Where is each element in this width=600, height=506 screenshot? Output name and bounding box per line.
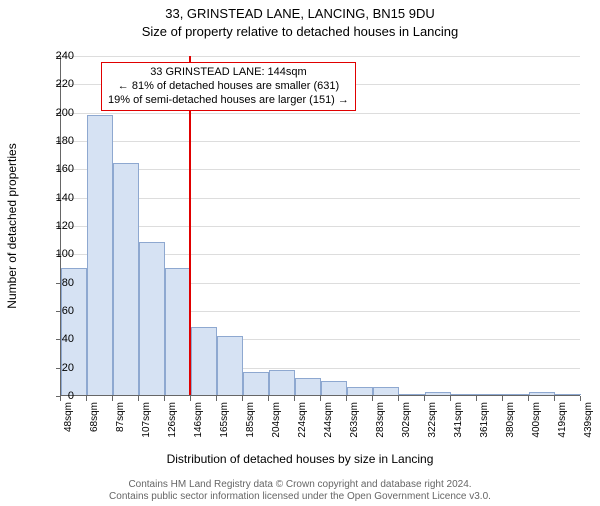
histogram-bar [243, 372, 269, 395]
histogram-bar [555, 394, 581, 395]
xtick-mark [476, 396, 477, 401]
histogram-bar [477, 394, 503, 395]
ytick-label: 140 [44, 192, 74, 204]
gridline [61, 56, 580, 57]
xtick-mark [398, 396, 399, 401]
histogram-bar [139, 242, 165, 395]
callout-box: 33 GRINSTEAD LANE: 144sqm← 81% of detach… [101, 62, 356, 111]
xtick-mark [320, 396, 321, 401]
gridline [61, 141, 580, 142]
xtick-label: 439sqm [583, 402, 594, 438]
xtick-mark [242, 396, 243, 401]
xtick-label: 283sqm [375, 402, 386, 438]
callout-line1: 33 GRINSTEAD LANE: 144sqm [108, 66, 349, 80]
callout-line2: ← 81% of detached houses are smaller (63… [108, 80, 349, 94]
xtick-mark [216, 396, 217, 401]
page-subtitle: Size of property relative to detached ho… [0, 24, 600, 40]
xtick-mark [294, 396, 295, 401]
x-axis-label: Distribution of detached houses by size … [0, 452, 600, 466]
xtick-mark [112, 396, 113, 401]
xtick-label: 419sqm [557, 402, 568, 438]
ytick-label: 100 [44, 248, 74, 260]
histogram-bar [191, 327, 217, 395]
xtick-label: 224sqm [297, 402, 308, 438]
xtick-label: 244sqm [323, 402, 334, 438]
ytick-label: 120 [44, 220, 74, 232]
xtick-label: 302sqm [401, 402, 412, 438]
ytick-label: 160 [44, 163, 74, 175]
xtick-label: 126sqm [167, 402, 178, 438]
xtick-label: 48sqm [63, 402, 74, 432]
histogram-bar [295, 378, 321, 395]
xtick-label: 107sqm [141, 402, 152, 438]
ytick-label: 60 [44, 305, 74, 317]
xtick-mark [190, 396, 191, 401]
histogram-bar [165, 268, 191, 396]
xtick-label: 380sqm [505, 402, 516, 438]
xtick-label: 146sqm [193, 402, 204, 438]
xtick-label: 400sqm [531, 402, 542, 438]
footer-line2: Contains public sector information licen… [0, 491, 600, 503]
xtick-mark [86, 396, 87, 401]
ytick-label: 40 [44, 333, 74, 345]
xtick-mark [424, 396, 425, 401]
gridline [61, 113, 580, 114]
plot-area: 33 GRINSTEAD LANE: 144sqm← 81% of detach… [60, 56, 580, 396]
xtick-mark [502, 396, 503, 401]
histogram-bar [321, 381, 347, 395]
page-title: 33, GRINSTEAD LANE, LANCING, BN15 9DU [0, 6, 600, 22]
xtick-mark [450, 396, 451, 401]
xtick-label: 87sqm [115, 402, 126, 432]
xtick-label: 263sqm [349, 402, 360, 438]
histogram-bar [217, 336, 243, 396]
xtick-label: 361sqm [479, 402, 490, 438]
ytick-label: 240 [44, 50, 74, 62]
histogram-bar [503, 394, 529, 395]
xtick-label: 322sqm [427, 402, 438, 438]
histogram-bar [347, 387, 373, 396]
xtick-label: 204sqm [271, 402, 282, 438]
xtick-label: 165sqm [219, 402, 230, 438]
xtick-mark [372, 396, 373, 401]
xtick-mark [268, 396, 269, 401]
histogram-bar [113, 163, 139, 395]
xtick-mark [346, 396, 347, 401]
histogram-bar [399, 394, 425, 395]
callout-line3: 19% of semi-detached houses are larger (… [108, 94, 349, 108]
histogram-bar [451, 394, 477, 395]
xtick-label: 185sqm [245, 402, 256, 438]
xtick-mark [138, 396, 139, 401]
xtick-label: 341sqm [453, 402, 464, 438]
ytick-label: 200 [44, 107, 74, 119]
histogram-bar [373, 387, 399, 396]
footer-line1: Contains HM Land Registry data © Crown c… [0, 479, 600, 491]
y-axis-label: Number of detached properties [5, 143, 19, 308]
histogram-bar [529, 392, 555, 395]
ytick-label: 80 [44, 277, 74, 289]
xtick-mark [554, 396, 555, 401]
xtick-label: 68sqm [89, 402, 100, 432]
histogram-bar [269, 370, 295, 396]
xtick-mark [580, 396, 581, 401]
ytick-label: 20 [44, 362, 74, 374]
chart: Number of detached properties 33 GRINSTE… [60, 56, 580, 436]
ytick-label: 180 [44, 135, 74, 147]
ytick-label: 0 [44, 390, 74, 402]
xtick-mark [528, 396, 529, 401]
histogram-bar [87, 115, 113, 396]
footer: Contains HM Land Registry data © Crown c… [0, 479, 600, 503]
histogram-bar [425, 392, 451, 395]
ytick-label: 220 [44, 78, 74, 90]
xtick-mark [164, 396, 165, 401]
